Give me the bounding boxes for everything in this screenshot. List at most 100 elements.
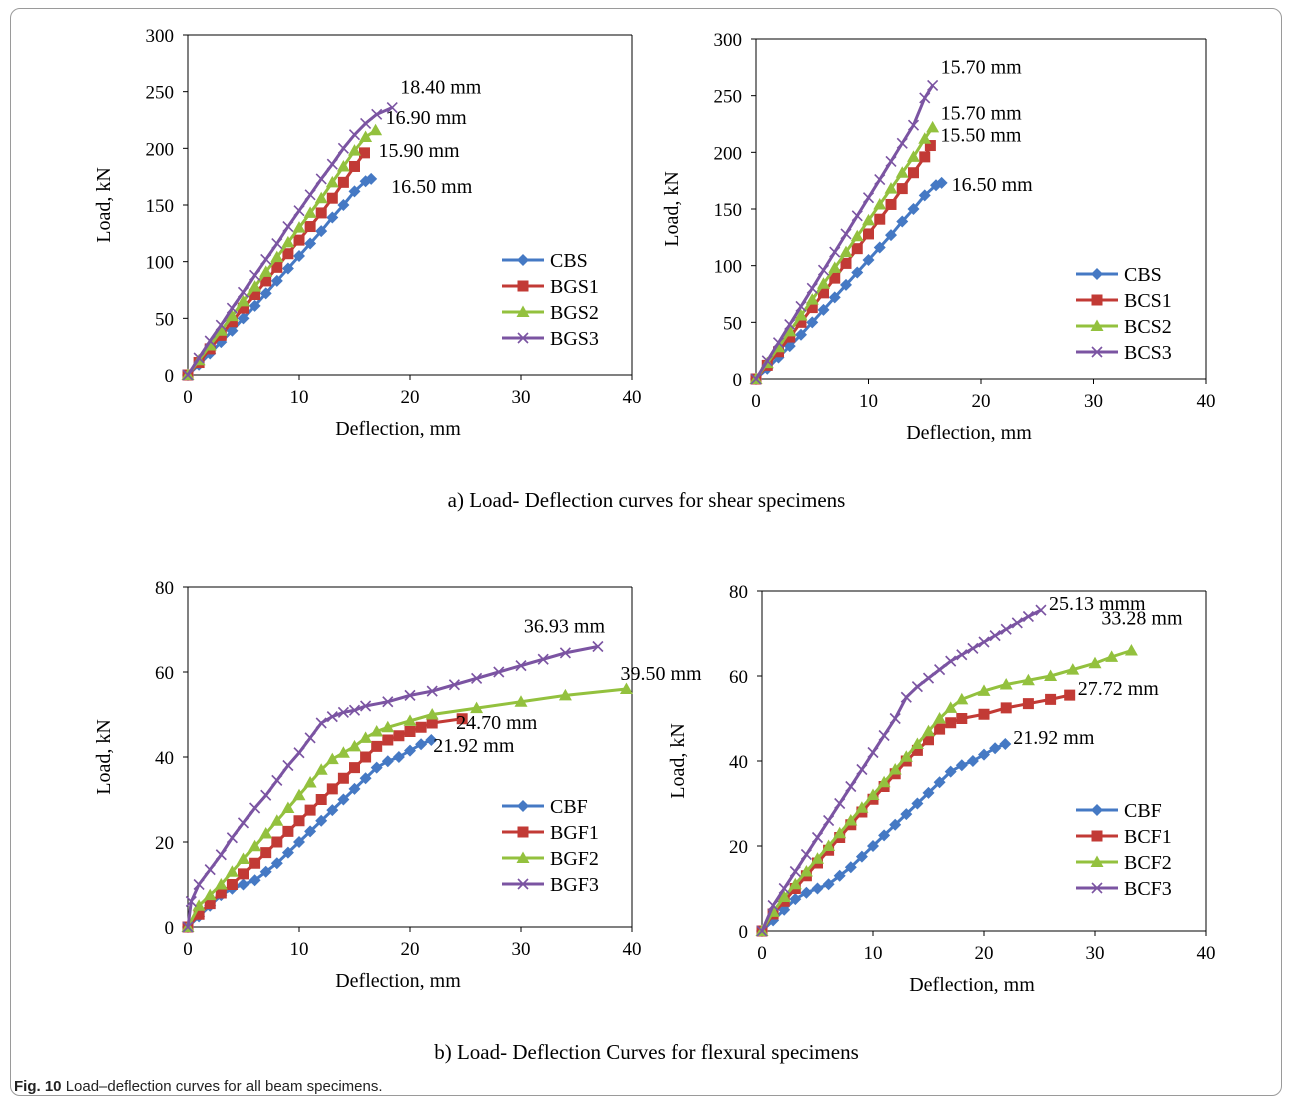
figure-frame [10,8,1282,1096]
end-deflection-label: 21.92 mm [433,735,515,757]
data-point [811,852,824,864]
x-tick-label: 40 [1197,943,1216,964]
data-point [944,701,958,713]
data-point [922,724,935,737]
legend-item: BGF3 [502,874,599,896]
data-point [226,324,239,337]
legend-item: CBS [1076,264,1162,286]
series-BCS3 [750,79,939,385]
legend-swatch-marker [516,305,530,317]
legend-label: BCS3 [1124,342,1172,364]
legend-label: BCS2 [1124,316,1172,338]
y-tick-label: 150 [714,200,743,221]
data-point [348,129,361,141]
data-point [260,275,272,287]
data-point [404,689,416,701]
data-point [304,189,316,201]
data-point [315,794,327,805]
data-point [448,679,460,691]
data-point [226,316,238,328]
data-point [911,681,923,693]
y-tick-label: 0 [739,922,749,943]
data-point [314,763,328,775]
data-point [326,158,338,170]
data-point [337,706,349,718]
data-point [281,235,295,248]
data-point [845,780,857,793]
data-point [558,688,572,701]
data-point [900,691,912,703]
data-point [889,712,901,725]
end-deflection-label: 18.40 mm [400,77,482,99]
data-point [862,192,875,204]
x-tick-label: 10 [864,943,883,964]
data-point [370,761,383,774]
data-point [795,328,807,341]
data-point [840,278,852,291]
data-point [862,254,875,266]
x-axis-label: Deflection, mm [906,422,1032,444]
data-point [873,197,887,210]
data-point [867,746,879,759]
data-point [238,868,249,880]
x-axis-label: Deflection, mm [335,418,461,440]
data-point [794,309,808,321]
legend-item: BCF2 [1076,852,1172,874]
data-point [956,713,968,724]
y-tick-label: 200 [146,139,175,160]
legend-label: BGF2 [550,848,599,870]
data-point [851,210,863,222]
legend-swatch-marker [1090,319,1104,331]
data-point [260,789,272,801]
data-point [911,797,924,810]
chart-flexural-bgf: 0 10 20 30 40 0 20 40 60 80 Deflection, mm Load, kN… [93,578,702,992]
data-point [777,890,791,902]
data-point [999,678,1013,690]
data-point [304,237,317,250]
data-point [314,191,328,204]
y-tick-label: 300 [714,30,743,51]
legend-label: BGS3 [550,328,599,350]
data-point [249,289,261,301]
data-point [855,850,868,863]
data-point [999,738,1012,750]
data-point [326,192,338,204]
data-point [226,832,238,844]
x-tick-label: 20 [975,943,994,964]
data-point [956,649,968,661]
x-tick-label: 20 [401,387,420,408]
series-line [186,128,377,376]
legend-label: CBF [550,796,588,818]
data-point [292,788,306,801]
data-point [270,274,283,287]
data-point [282,248,294,260]
x-tick-label: 10 [290,387,309,408]
data-point [911,744,923,756]
data-point [237,312,250,325]
y-tick-label: 0 [733,370,743,391]
data-point [193,878,205,891]
figure-caption-text: Load–deflection curves for all beam spec… [65,1078,383,1095]
data-point [204,335,216,347]
data-point [918,189,931,202]
end-deflection-label: 15.50 mm [940,125,1022,147]
x-tick-label: 20 [972,391,991,412]
data-point [204,864,216,876]
data-point [811,831,824,844]
legend-swatch-marker [517,878,529,890]
data-point [348,739,361,752]
data-point [456,713,468,725]
data-point [293,205,305,217]
data-point [772,337,785,349]
data-point [919,92,931,104]
data-point [934,664,946,676]
data-point [381,720,395,733]
data-point [514,695,528,707]
data-point [789,893,802,906]
data-point [619,682,633,694]
legend: CBF BCF1 BCF2 BCF3 [1076,800,1172,900]
data-point [326,211,339,224]
end-deflection-label: 15.70 mm [941,102,1023,124]
data-point [281,262,294,275]
series-BCF3 [756,604,1047,937]
